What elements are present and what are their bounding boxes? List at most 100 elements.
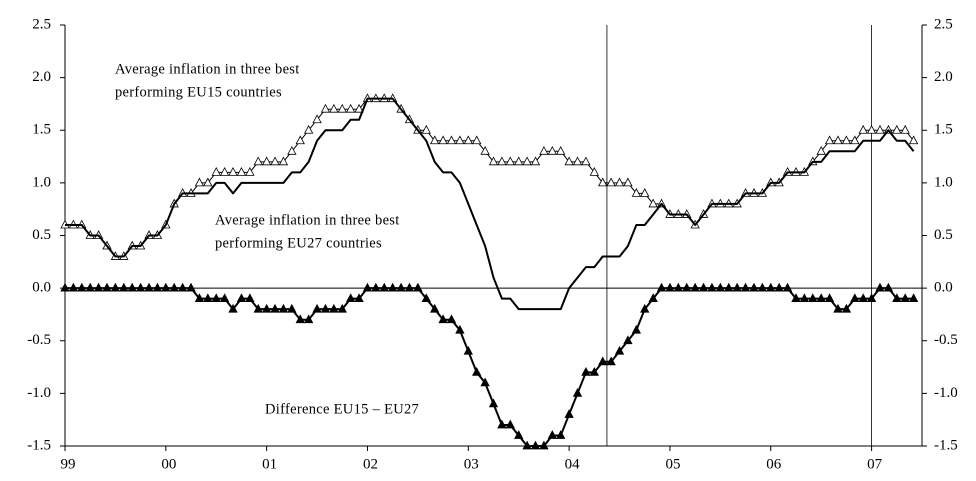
series-line [65, 97, 915, 311]
marker [430, 135, 440, 145]
marker [614, 177, 625, 187]
marker [337, 103, 347, 113]
y-tick-label: 0.0 [32, 280, 51, 296]
marker [841, 303, 852, 313]
marker [472, 366, 482, 376]
y-tick-label: 0.5 [32, 227, 51, 243]
marker [85, 282, 95, 292]
x-tick-label: 02 [363, 456, 378, 472]
marker [421, 124, 431, 134]
marker [505, 419, 515, 429]
marker [362, 282, 373, 292]
x-tick-label: 05 [665, 456, 680, 472]
y-tick-label: -1.0 [27, 385, 51, 401]
marker [228, 167, 238, 176]
marker [219, 167, 230, 176]
marker [354, 293, 364, 303]
marker [539, 145, 549, 155]
marker [724, 282, 734, 292]
marker [219, 293, 230, 303]
marker [203, 177, 213, 187]
marker [438, 135, 448, 145]
marker [295, 314, 305, 324]
marker [698, 282, 709, 292]
marker [589, 167, 599, 176]
marker [631, 324, 641, 334]
marker [463, 345, 473, 355]
marker [564, 156, 574, 166]
marker [522, 156, 532, 166]
marker [774, 282, 784, 292]
marker [900, 293, 910, 303]
marker [261, 156, 272, 166]
marker [320, 303, 331, 313]
marker [119, 282, 129, 292]
y-tick-label: -1.5 [27, 437, 51, 453]
marker [102, 282, 112, 292]
marker [816, 293, 826, 303]
marker [505, 156, 515, 166]
marker [833, 135, 843, 145]
y-tick-label: 1.5 [32, 122, 51, 138]
x-tick-label: 03 [464, 456, 479, 472]
marker [900, 124, 910, 134]
marker [127, 282, 137, 292]
marker [816, 145, 826, 155]
marker [186, 282, 196, 292]
marker [161, 282, 171, 292]
marker [110, 282, 121, 292]
marker [287, 303, 297, 313]
marker [598, 356, 608, 366]
marker [379, 282, 389, 292]
marker [858, 293, 868, 303]
marker [766, 282, 776, 292]
y2-tick-label: -0.5 [934, 332, 958, 348]
marker [824, 135, 835, 145]
marker [303, 314, 314, 324]
marker [354, 103, 364, 113]
marker [656, 282, 667, 292]
y2-tick-label: 2.5 [934, 16, 953, 32]
marker [371, 282, 381, 292]
marker [169, 282, 179, 292]
y2-tick-label: -1.0 [934, 385, 958, 401]
marker [329, 303, 339, 313]
marker [858, 124, 868, 134]
marker [438, 314, 448, 324]
marker [648, 198, 658, 208]
marker [673, 282, 684, 292]
marker [883, 282, 894, 292]
marker [463, 135, 473, 145]
marker [472, 135, 482, 145]
marker [446, 314, 457, 324]
y-tick-label: 2.5 [32, 16, 51, 32]
marker [312, 303, 322, 313]
marker [413, 282, 423, 292]
marker [430, 303, 440, 313]
marker [236, 293, 247, 303]
marker [614, 345, 625, 355]
marker [270, 303, 280, 313]
marker [648, 293, 658, 303]
marker [866, 124, 877, 134]
x-tick-label: 06 [766, 456, 782, 472]
marker [455, 135, 465, 145]
y-tick-label: 1.0 [32, 174, 51, 190]
marker [850, 135, 860, 145]
marker [345, 103, 356, 113]
marker [866, 293, 877, 303]
marker [707, 282, 717, 292]
marker [665, 282, 675, 292]
marker [270, 156, 280, 166]
marker [261, 303, 272, 313]
marker [345, 293, 356, 303]
marker [278, 156, 289, 166]
marker [623, 335, 633, 345]
marker [135, 282, 146, 292]
marker [539, 440, 549, 450]
marker [640, 303, 650, 313]
marker [875, 282, 885, 292]
marker [530, 440, 541, 450]
marker [480, 145, 490, 155]
marker [547, 145, 557, 155]
